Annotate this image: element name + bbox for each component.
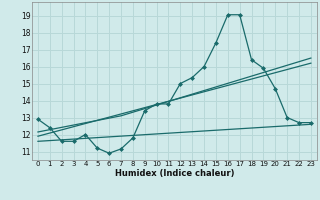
X-axis label: Humidex (Indice chaleur): Humidex (Indice chaleur) (115, 169, 234, 178)
